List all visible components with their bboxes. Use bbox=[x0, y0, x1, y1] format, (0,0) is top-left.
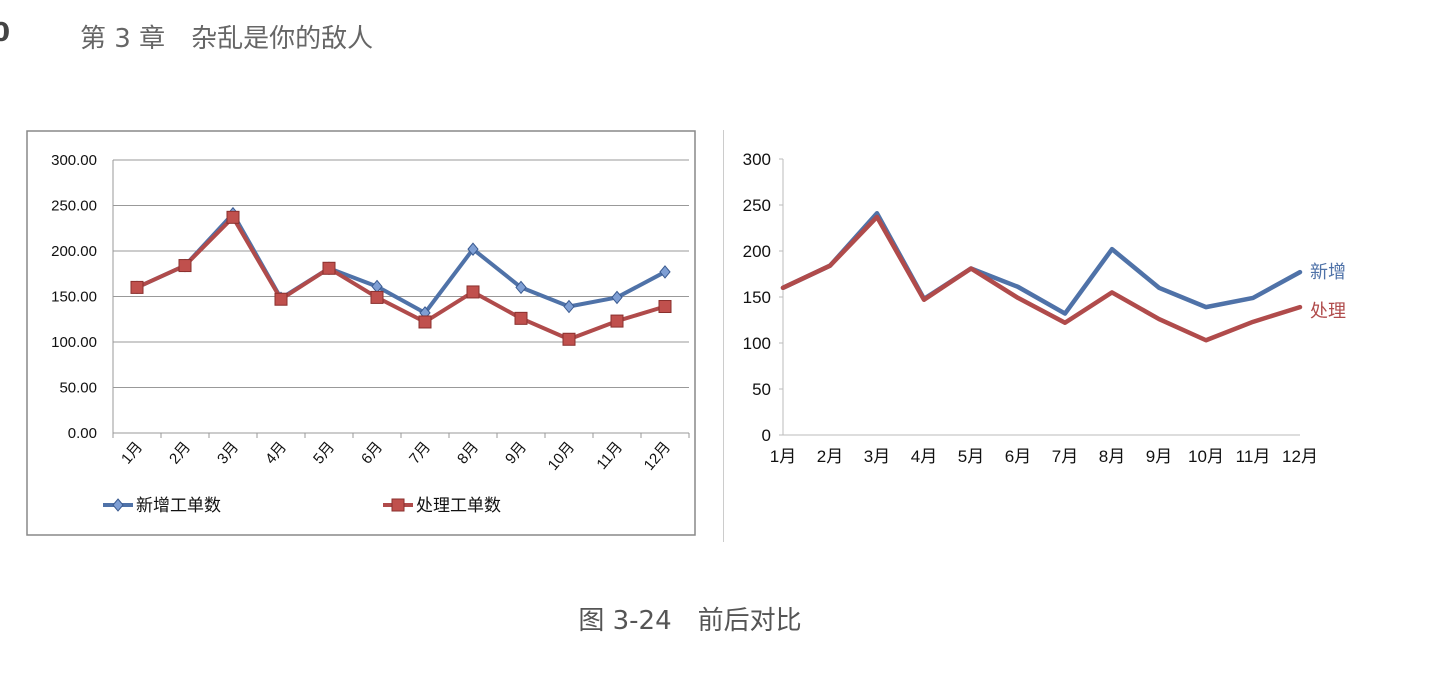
data-point-new bbox=[659, 265, 671, 279]
y-tick-label: 0 bbox=[762, 426, 771, 445]
series-label: 新增 bbox=[1310, 262, 1346, 282]
data-point-processed bbox=[610, 314, 624, 328]
data-point-processed bbox=[562, 332, 576, 346]
x-tick-label: 11月 bbox=[1236, 447, 1271, 466]
legend-marker-processed bbox=[391, 498, 405, 512]
series-line-processed bbox=[136, 215, 666, 342]
data-point-processed bbox=[370, 290, 384, 304]
legend-label: 新增工单数 bbox=[136, 496, 221, 515]
x-tick-label: 9月 bbox=[1146, 447, 1172, 466]
y-tick-label: 100 bbox=[743, 334, 771, 353]
y-tick-label: 300.00 bbox=[51, 152, 97, 169]
x-tick-label: 2月 bbox=[817, 447, 843, 466]
series-label: 处理 bbox=[1310, 301, 1346, 321]
data-point-processed bbox=[178, 259, 192, 273]
data-point-new bbox=[611, 290, 623, 305]
y-tick-label: 100.00 bbox=[51, 334, 97, 351]
page-number: 0 bbox=[0, 18, 11, 48]
chart-frame bbox=[26, 130, 696, 536]
figure-caption: 图 3-24 前后对比 bbox=[578, 606, 802, 636]
series-line-new bbox=[780, 211, 1303, 316]
x-tick-label: 4月 bbox=[911, 447, 937, 466]
legend-marker-new bbox=[112, 498, 124, 512]
data-point-new bbox=[515, 280, 527, 295]
data-point-processed bbox=[130, 280, 144, 294]
data-point-processed bbox=[418, 315, 432, 329]
y-tick-label: 250 bbox=[743, 196, 771, 215]
y-tick-label: 50.00 bbox=[59, 380, 97, 397]
x-tick-label: 6月 bbox=[1005, 447, 1031, 466]
x-tick-label: 12月 bbox=[1282, 447, 1318, 466]
data-point-processed bbox=[274, 292, 288, 306]
data-point-processed bbox=[466, 285, 480, 299]
data-point-new bbox=[563, 299, 575, 314]
divider bbox=[723, 130, 724, 542]
y-tick-label: 200.00 bbox=[51, 243, 97, 260]
data-point-new bbox=[467, 242, 479, 256]
y-tick-label: 200 bbox=[743, 242, 771, 261]
data-point-processed bbox=[514, 311, 528, 325]
x-tick-label: 3月 bbox=[864, 447, 890, 466]
y-tick-label: 150 bbox=[743, 288, 771, 307]
series-line-processed bbox=[780, 214, 1303, 343]
x-tick-label: 5月 bbox=[958, 447, 984, 466]
x-tick-label: 7月 bbox=[1052, 447, 1078, 466]
data-point-processed bbox=[322, 261, 336, 275]
data-point-processed bbox=[226, 210, 240, 224]
x-tick-label: 8月 bbox=[1099, 447, 1125, 466]
y-tick-label: 300 bbox=[743, 150, 771, 169]
legend-label: 处理工单数 bbox=[416, 496, 501, 515]
y-tick-label: 50 bbox=[752, 380, 771, 399]
series-line-new bbox=[136, 211, 666, 315]
y-tick-label: 250.00 bbox=[51, 198, 97, 215]
chapter-title: 第 3 章 杂乱是你的敌人 bbox=[80, 24, 374, 54]
x-tick-label: 10月 bbox=[1188, 447, 1224, 466]
data-point-processed bbox=[658, 300, 672, 314]
x-tick-label: 1月 bbox=[770, 447, 796, 466]
y-tick-label: 150.00 bbox=[51, 289, 97, 306]
y-tick-label: 0.00 bbox=[68, 425, 97, 442]
